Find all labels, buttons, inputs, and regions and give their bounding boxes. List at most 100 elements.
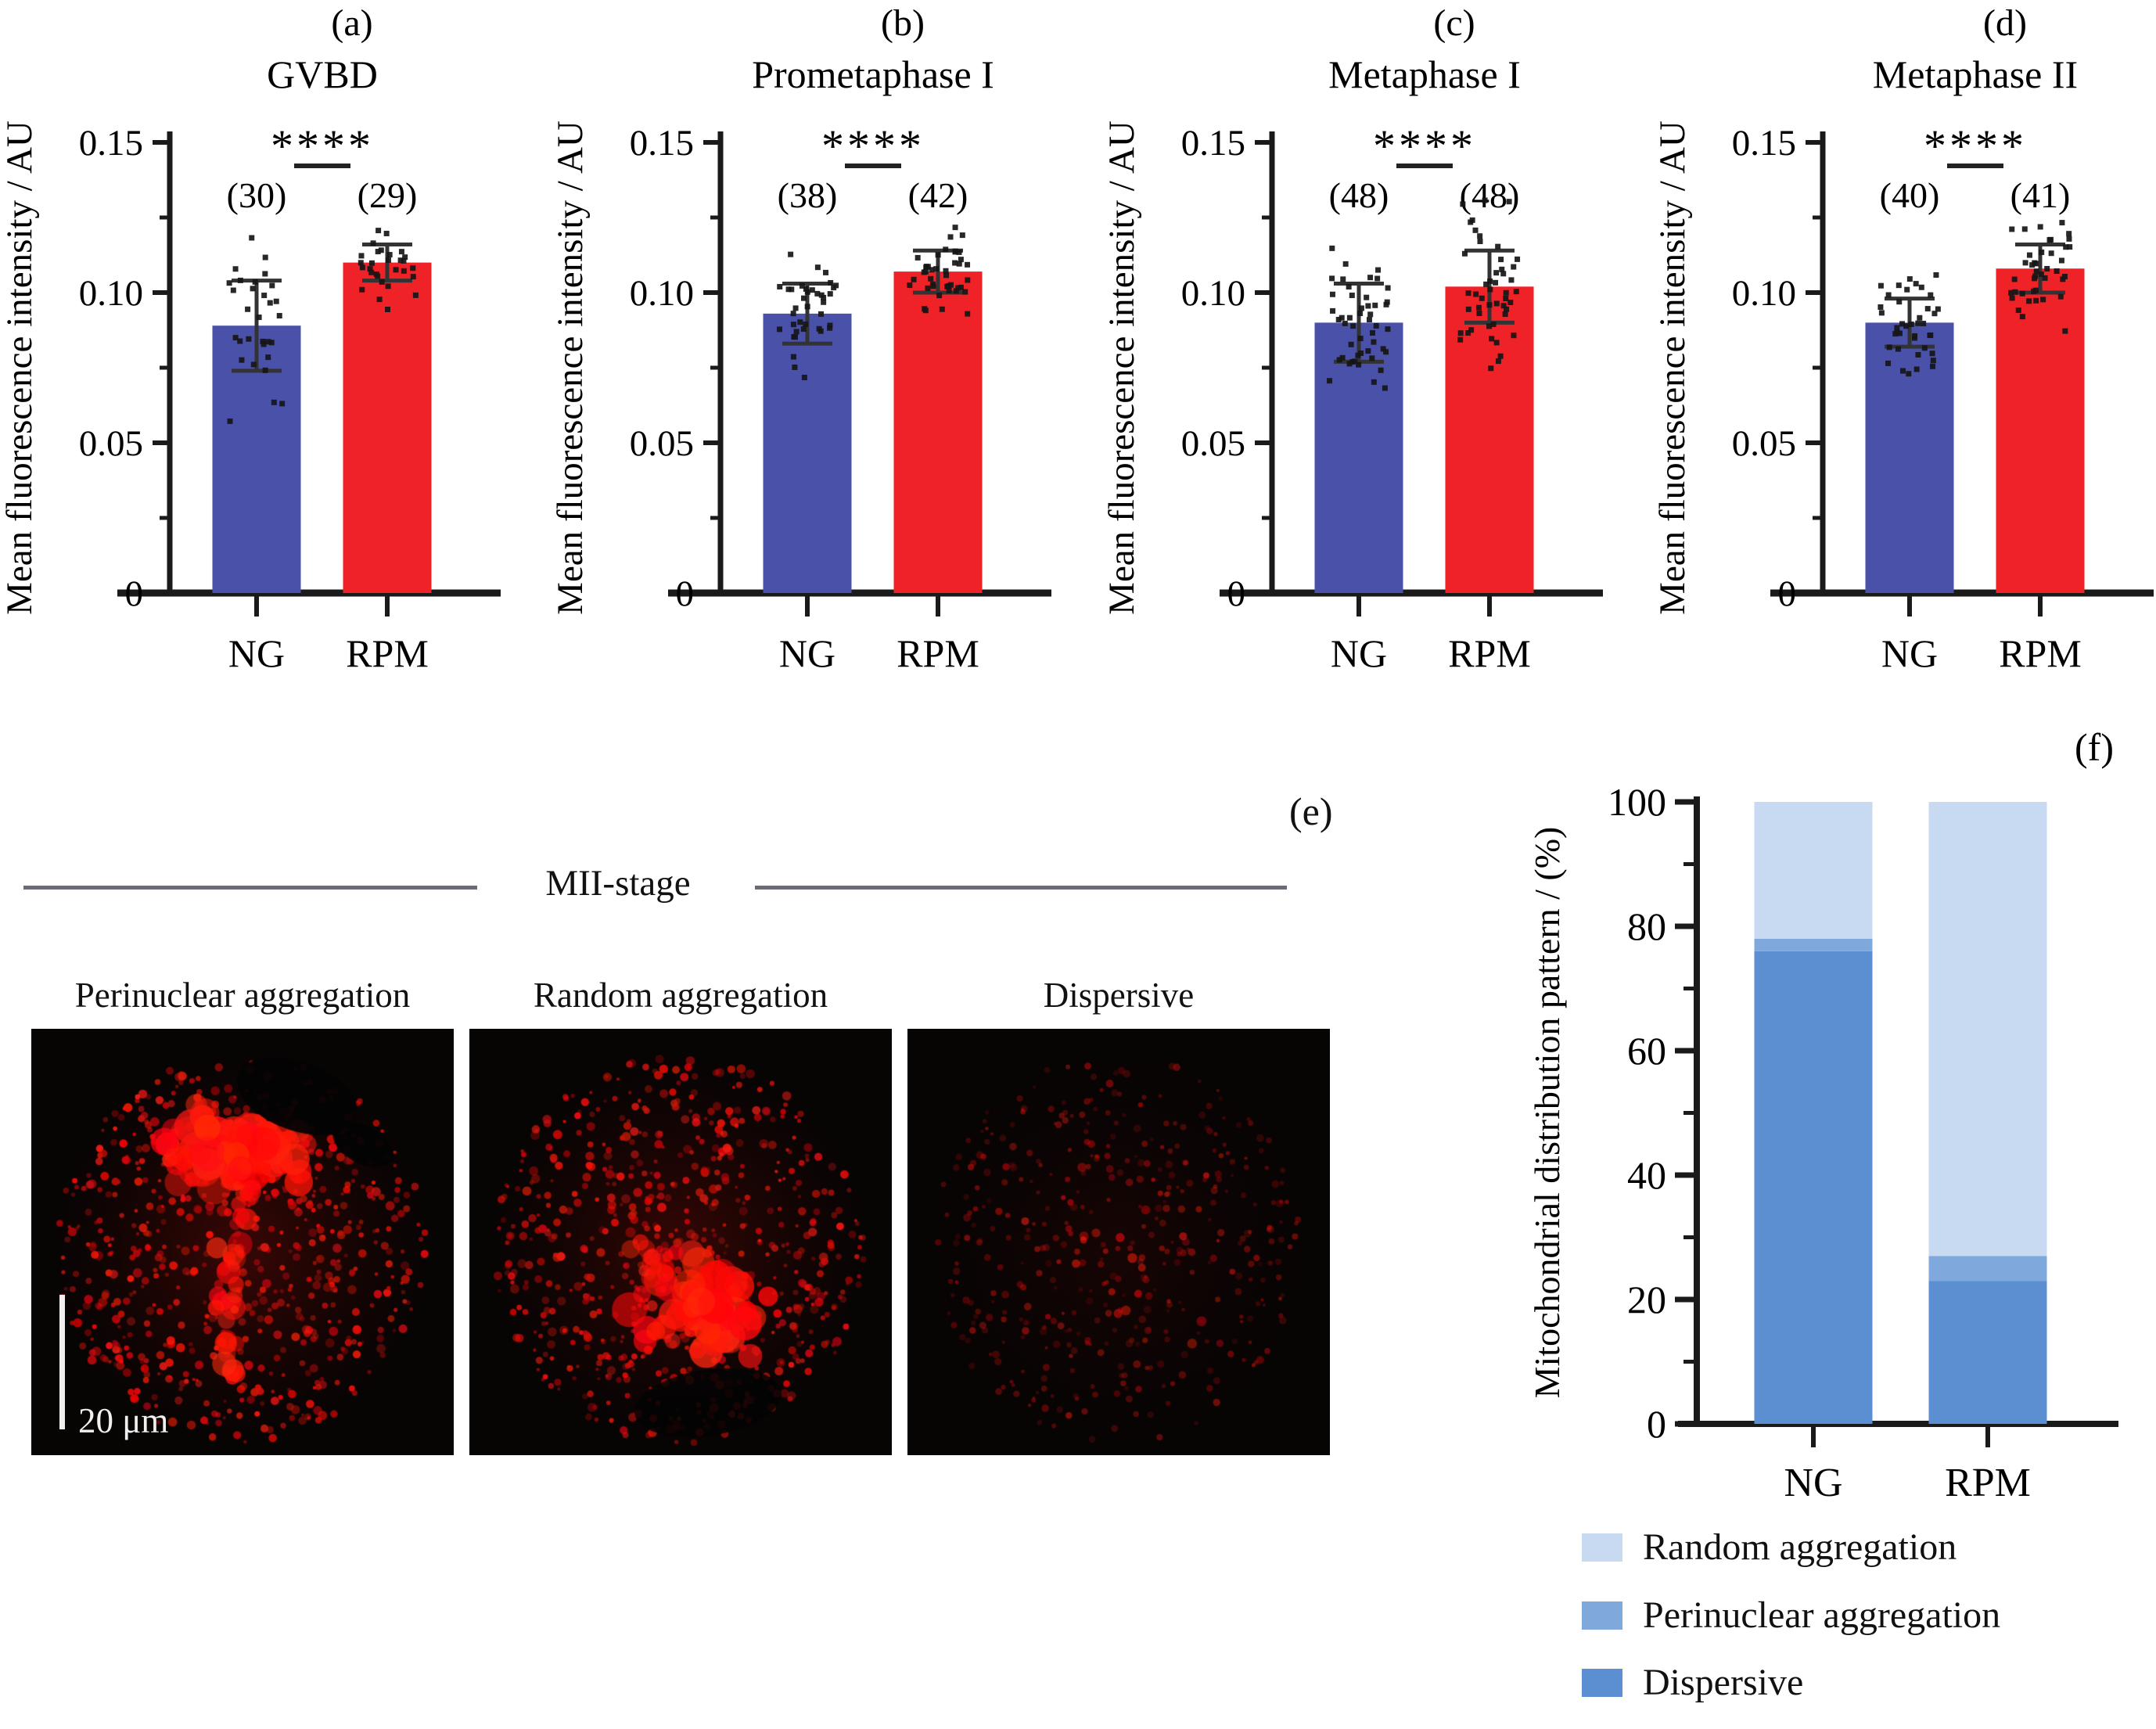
scatter-point [965,311,971,317]
y-tick-label: 0.05 [1181,423,1245,464]
scatter-point [367,266,373,272]
scatter-point [1499,266,1505,272]
scatter-point [1924,306,1931,312]
scatter-point [1364,294,1370,300]
scatter-point [828,279,834,286]
scatter-point [1896,330,1903,336]
scatter-point [1899,368,1906,374]
scatter-point [789,286,795,293]
scatter-point [1365,348,1371,354]
scatter-point [1350,323,1356,329]
scatter-point [358,260,364,266]
scatter-point [1369,330,1375,336]
scatter-point [1339,315,1345,321]
scatter-point [1511,332,1517,339]
scatter-point [2033,297,2039,304]
scatter-point [1928,292,1934,298]
scatter-point [393,267,399,273]
scatter-point [2032,273,2039,279]
scatter-point [1469,217,1475,223]
panel-letter-e: (e) [1289,789,1333,833]
y-tick-label: 20 [1627,1278,1666,1321]
scatter-point [1493,270,1500,276]
scatter-point [1878,304,1884,310]
scatter-point [1357,336,1364,342]
panel-metaphase-2: (d) Metaphase II Mean fluorescence intensi… [1653,0,2156,704]
scatter-point [268,340,275,346]
scatter-point [1906,276,1913,282]
scatter-point [1373,323,1379,329]
legend-item-random-aggregation: Random aggregation [1582,1526,1957,1569]
scatter-point [237,338,243,344]
scatter-point [1921,345,1928,351]
bar-ng [1314,322,1403,593]
scatter-point [943,272,950,279]
scatter-point [1367,311,1374,318]
scatter-point [1513,289,1519,295]
scatter-point [1486,302,1493,308]
scatter-point [1904,286,1910,293]
scatter-point [818,311,825,317]
scale-bar [59,1295,65,1429]
scatter-point [1493,279,1499,286]
scatter-point [2048,250,2054,257]
scatter-point [1329,245,1335,251]
scatter-point [1342,261,1349,267]
scatter-point [237,277,243,283]
scatter-point [792,305,799,311]
scatter-point [809,287,815,293]
scatter-point [1908,321,1914,327]
scatter-point [376,297,383,303]
scatter-point [2008,289,2014,296]
scatter-point [922,306,928,312]
scatter-point [1378,367,1384,373]
scatter-point [1508,277,1515,283]
scatter-point [1367,275,1374,281]
chart-f: (f) Mitochondrial distribution pattern / … [1527,725,2118,1505]
scatter-point [1503,289,1509,296]
scatter-point [952,260,958,266]
scatter-point [946,283,952,289]
scatter-point [1465,330,1471,336]
scatter-point [1495,358,1501,365]
y-tick-label: 0.10 [1732,273,1796,314]
scatter-point [1375,267,1382,273]
scatter-point [2011,276,2018,282]
legend-label: Perinuclear aggregation [1643,1594,2001,1636]
scatter-point [1903,323,1910,329]
scatter-point [383,230,390,236]
y-axis-label: Mean fluorescence intensity / AU [0,120,40,615]
legend-label: Random aggregation [1643,1526,1957,1568]
scatter-point [385,283,391,289]
y-tick-label: 100 [1608,780,1666,824]
scatter-point [1369,355,1375,361]
scatter-point [2061,273,2068,279]
scatter-point [1511,264,1517,270]
scatter-point [386,252,393,258]
scatter-point [943,246,949,253]
segment-rpm-random [1928,802,2047,1256]
scatter-point [2037,224,2043,230]
scatter-point [265,354,271,361]
scatter-point [359,286,365,293]
scatter-point [1487,286,1493,293]
scatter-point [1915,351,1921,358]
scatter-point [1468,327,1475,333]
scatter-point [1894,325,1900,331]
scatter-point [230,287,236,293]
scatter-point [816,325,822,332]
scatter-point [939,306,945,312]
scatter-point [1933,271,1939,278]
panel-letter: (c) [1433,2,1475,44]
scatter-point [402,254,408,261]
scatter-point [1931,311,1938,317]
scatter-point [1489,336,1495,342]
x-category-label-ng: NG [228,631,285,675]
bar-rpm [343,262,432,593]
scatter-point [933,266,940,272]
y-tick-label: 0.15 [1732,123,1796,164]
scatter-point [801,375,807,381]
x-category-label-ng: NG [1881,631,1938,675]
micrograph-dispersive [907,1029,1330,1455]
scatter-point [1878,282,1884,289]
